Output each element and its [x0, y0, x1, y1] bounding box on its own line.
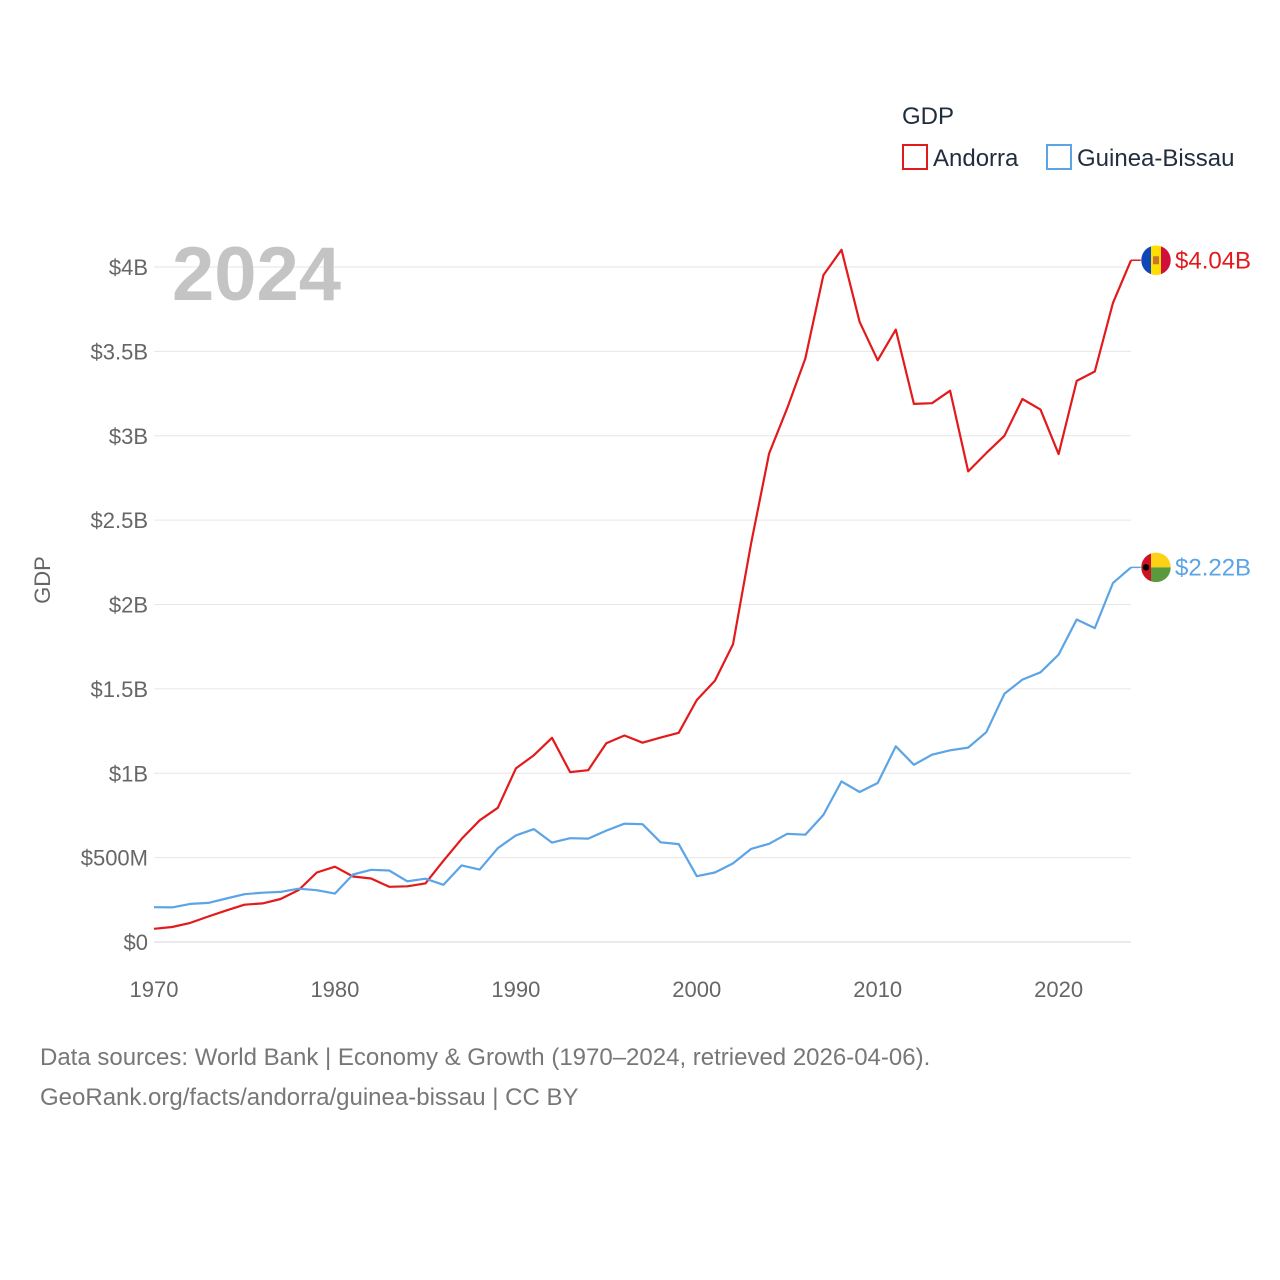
y-tick-label: $2B [109, 593, 148, 618]
y-tick-label: $4B [109, 255, 148, 280]
legend-swatch-andorra[interactable] [902, 144, 928, 170]
series-end-markers: $4.04B $2.22B [1131, 245, 1251, 583]
x-tick-label: 1970 [130, 977, 179, 1002]
x-tick-label: 1990 [491, 977, 540, 1002]
y-tick-label: $3B [109, 424, 148, 449]
legend-label-andorra[interactable]: Andorra [933, 145, 1019, 172]
guinea-bissau-flag-icon [1140, 552, 1172, 583]
andorra-flag-icon [1140, 245, 1172, 276]
y-tick-label: $0 [124, 930, 148, 955]
legend-label-guinea-bissau[interactable]: Guinea-Bissau [1077, 145, 1234, 172]
x-tick-label: 2020 [1034, 977, 1083, 1002]
series-lines [153, 248, 1133, 930]
end-value-label-guinea-bissau: $2.22B [1175, 554, 1251, 581]
legend-swatch-guinea-bissau[interactable] [1046, 144, 1072, 170]
series-line-andorra[interactable] [153, 248, 1133, 930]
y-tick-label: $1B [109, 761, 148, 786]
y-tick-label: $1.5B [91, 677, 149, 702]
y-tick-label: $500M [81, 846, 148, 871]
series-line-guinea-bissau[interactable] [153, 566, 1132, 909]
year-watermark: 2024 [172, 232, 341, 317]
gridlines [154, 266, 1131, 943]
footer-attribution[interactable]: GeoRank.org/facts/andorra/guinea-bissau … [40, 1084, 579, 1111]
legend[interactable]: GDP Andorra Guinea-Bissau [902, 103, 1234, 172]
x-tick-label: 1980 [310, 977, 359, 1002]
y-axis-label: GDP [30, 556, 55, 604]
y-tick-label: $2.5B [91, 508, 149, 533]
x-tick-label: 2000 [672, 977, 721, 1002]
y-tick-label: $3.5B [91, 339, 149, 364]
legend-title: GDP [902, 103, 954, 130]
footer-source: Data sources: World Bank | Economy & Gro… [40, 1044, 931, 1071]
y-axis-ticks: $0 $500M $1B $1.5B $2B $2.5B $3B $3.5B $4B [81, 255, 148, 955]
end-value-label-andorra: $4.04B [1175, 247, 1251, 274]
x-tick-label: 2010 [853, 977, 902, 1002]
x-axis-ticks: 1970 1980 1990 2000 2010 2020 [130, 977, 1084, 1002]
